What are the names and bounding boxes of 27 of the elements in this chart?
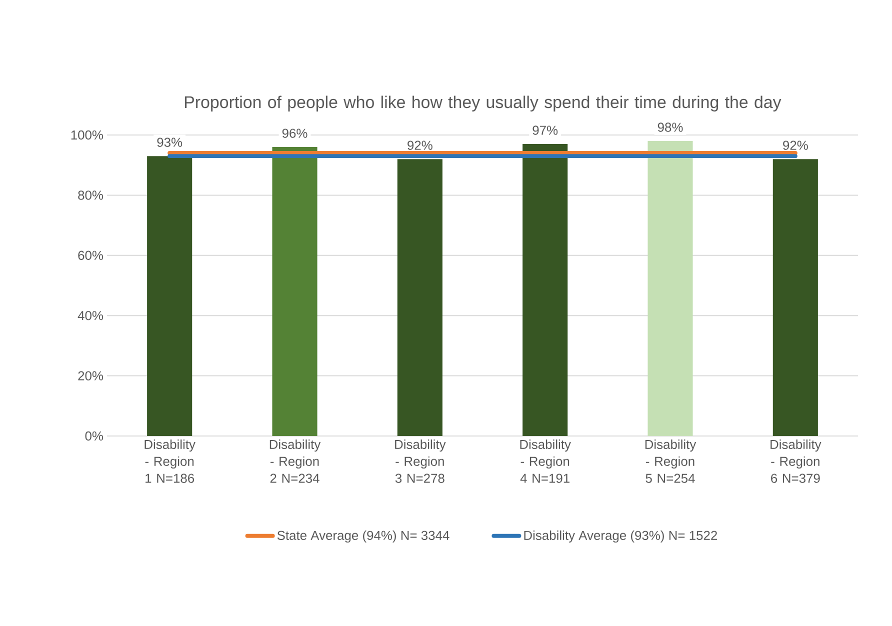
bar	[397, 159, 442, 436]
bar	[772, 159, 818, 436]
y-tick-label: 60%	[78, 250, 104, 260]
x-tick-label: Disability - Region 5 N=254	[645, 440, 696, 483]
data-label: 97%	[532, 126, 558, 135]
chart-title: Proportion of people who like how they usually spend their time during the day	[184, 96, 782, 112]
y-tick-label: 20%	[78, 371, 104, 380]
data-label: 98%	[658, 122, 683, 132]
y-tick-label: 80%	[78, 190, 104, 200]
y-tick-label: 100%	[71, 130, 104, 140]
data-label: 93%	[157, 138, 182, 147]
legend-label: Disability Average (93%) N= 1522	[524, 530, 717, 543]
y-tick-label: 40%	[78, 311, 104, 320]
bar	[272, 147, 318, 436]
bar	[147, 156, 192, 436]
bar	[648, 141, 693, 436]
x-tick-label: Disability - Region 4 N=191	[520, 440, 571, 483]
data-label: 92%	[408, 140, 432, 150]
x-tick-label: Disability - Region 6 N=379	[770, 440, 822, 483]
bar	[522, 144, 568, 436]
x-tick-label: Disability - Region 3 N=278	[395, 440, 446, 483]
legend-label: State Average (94%) N= 3344	[277, 530, 450, 543]
data-label: 92%	[783, 140, 808, 150]
x-tick-label: Disability - Region 1 N=186	[144, 440, 196, 483]
y-tick-label: 0%	[85, 431, 104, 441]
data-label: 96%	[282, 128, 308, 138]
x-tick-label: Disability - Region 2 N=234	[270, 440, 321, 483]
